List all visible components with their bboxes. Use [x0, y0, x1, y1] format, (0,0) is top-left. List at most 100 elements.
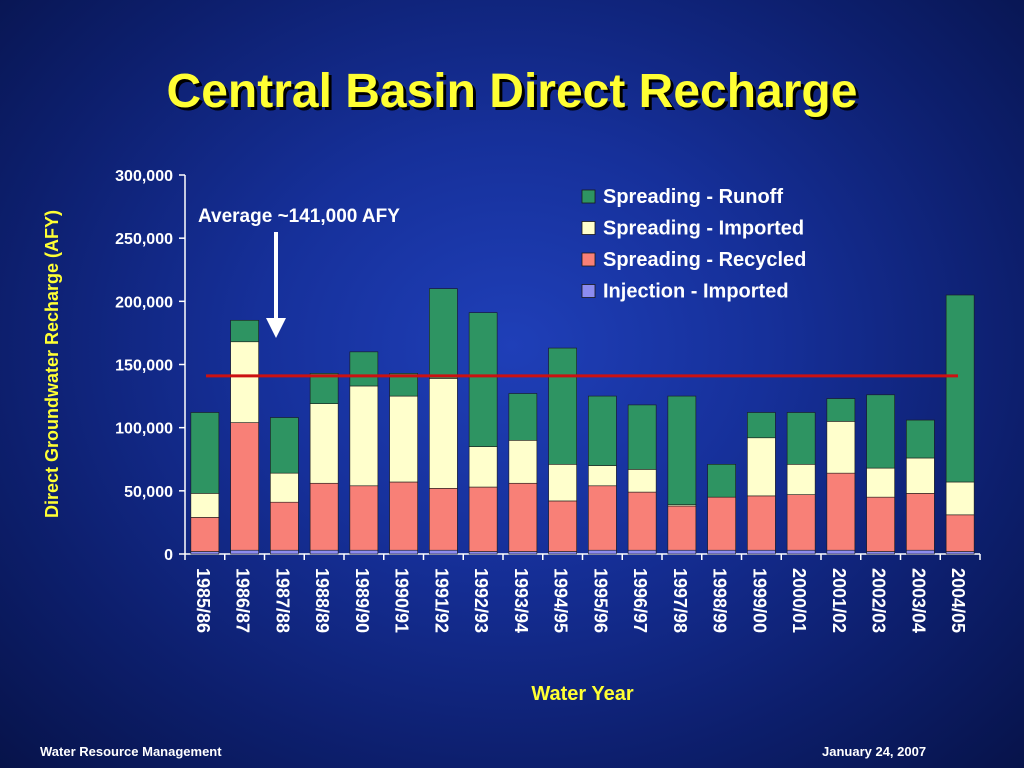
x-axis-label: Water Year — [531, 683, 634, 705]
bar-segment — [429, 288, 458, 379]
bar-segment — [508, 439, 538, 484]
legend-label: Spreading - Runoff — [603, 186, 783, 208]
bar-segment — [548, 551, 577, 555]
legend-swatch — [581, 284, 596, 298]
x-tick-label: 2004/05 — [948, 568, 968, 633]
bar-segment — [866, 551, 895, 555]
y-axis-label: Direct Groundwater Recharge (AFY) — [42, 210, 62, 518]
x-tick-label: 1987/88 — [272, 568, 292, 633]
bar-segment — [826, 398, 856, 422]
bar-segment — [786, 464, 816, 495]
bar-segment — [230, 319, 259, 343]
bar-segment — [548, 347, 577, 465]
bar-segment — [945, 514, 975, 552]
x-tick-label: 1998/99 — [710, 568, 730, 633]
bar-segment — [349, 385, 379, 487]
bar-segment — [627, 491, 657, 551]
bar-segment — [548, 464, 577, 502]
bar-segment — [906, 493, 935, 551]
y-tick-label: 0 — [164, 547, 173, 564]
bar-segment — [627, 549, 657, 555]
bar-segment — [866, 394, 895, 469]
bar-segment — [468, 446, 498, 488]
axes: 0 50,000 100,000 150,000 200,000 250,000 300,0… — [42, 168, 981, 705]
bar-segment — [707, 549, 736, 555]
bar-segment — [309, 373, 339, 404]
legend: Spreading - Runoff Spreading - Imported Sp… — [581, 186, 806, 303]
x-tick-label: 1993/94 — [511, 568, 531, 633]
x-tick-label: 1989/90 — [352, 568, 372, 633]
x-tick-label: 1985/86 — [193, 568, 213, 633]
bar-segment — [190, 412, 220, 494]
bar-segment — [548, 500, 577, 552]
footer-organization: Water Resource Management — [40, 744, 222, 759]
bar-segment — [309, 403, 339, 484]
annotation-arrow-head — [266, 318, 286, 338]
bar-segment — [906, 457, 935, 494]
x-tick-label: 2002/03 — [869, 568, 889, 633]
bar-segment — [429, 549, 458, 555]
x-tick-label: 2003/04 — [908, 568, 928, 633]
legend-label: Spreading - Imported — [603, 218, 804, 240]
legend-label: Injection - Imported — [603, 281, 789, 303]
bar-segment — [588, 485, 617, 551]
x-tick-label: 1991/92 — [431, 568, 451, 633]
bar-segment — [190, 493, 220, 518]
bar-segment — [270, 417, 299, 474]
bar-segment — [508, 551, 538, 555]
x-tick-label: 2001/02 — [829, 568, 849, 633]
bar-segment — [945, 481, 975, 516]
bar-segment — [190, 551, 220, 555]
bar-segment — [588, 465, 617, 487]
bar-segment — [786, 412, 816, 465]
y-tick-label: 150,000 — [115, 358, 173, 375]
bar-segment — [627, 404, 657, 470]
page-title: Central Basin Direct Recharge — [166, 65, 858, 118]
bar-segment — [230, 341, 259, 423]
footer-date: January 24, 2007 — [822, 744, 927, 759]
bar-segment — [826, 549, 856, 555]
bar-segment — [389, 549, 418, 555]
bar-segment — [826, 421, 856, 474]
bar-segment — [389, 481, 418, 551]
bars — [190, 288, 975, 555]
bar-segment — [945, 294, 975, 483]
bar-segment — [627, 469, 657, 493]
bar-segment — [667, 549, 697, 555]
bar-segment — [468, 486, 498, 552]
bar-segment — [786, 549, 816, 555]
bar-segment — [389, 373, 418, 397]
y-tick-label: 100,000 — [115, 421, 173, 438]
bar-segment — [270, 472, 299, 503]
bar-segment — [945, 551, 975, 555]
bar-segment — [508, 393, 538, 441]
bar-segment — [588, 549, 617, 555]
x-tick-label: 1988/89 — [312, 568, 332, 633]
x-tick-label: 1994/95 — [551, 568, 571, 633]
x-tick-label: 1996/97 — [630, 568, 650, 633]
bar-segment — [707, 496, 736, 551]
bar-segment — [389, 395, 418, 483]
bar-segment — [190, 517, 220, 552]
x-tick-label: 2000/01 — [789, 568, 809, 633]
bar-segment — [747, 495, 776, 551]
bar-segment — [906, 549, 935, 555]
y-tick-label: 200,000 — [115, 294, 173, 311]
bar-segment — [707, 464, 736, 498]
y-tick-label: 300,000 — [115, 168, 173, 185]
x-tick-label: 1986/87 — [233, 568, 253, 633]
bar-segment — [429, 378, 458, 489]
bar-segment — [349, 549, 379, 555]
x-tick-label: 1997/98 — [670, 568, 690, 633]
bar-segment — [230, 422, 259, 551]
bar-segment — [588, 395, 617, 466]
bar-segment — [270, 549, 299, 555]
legend-swatch — [581, 221, 596, 235]
bar-segment — [866, 467, 895, 498]
bar-segment — [508, 482, 538, 552]
average-annotation: Average ~141,000 AFY — [198, 206, 400, 227]
bar-segment — [429, 488, 458, 551]
legend-label: Spreading - Recycled — [603, 249, 806, 271]
bar-segment — [667, 395, 697, 506]
